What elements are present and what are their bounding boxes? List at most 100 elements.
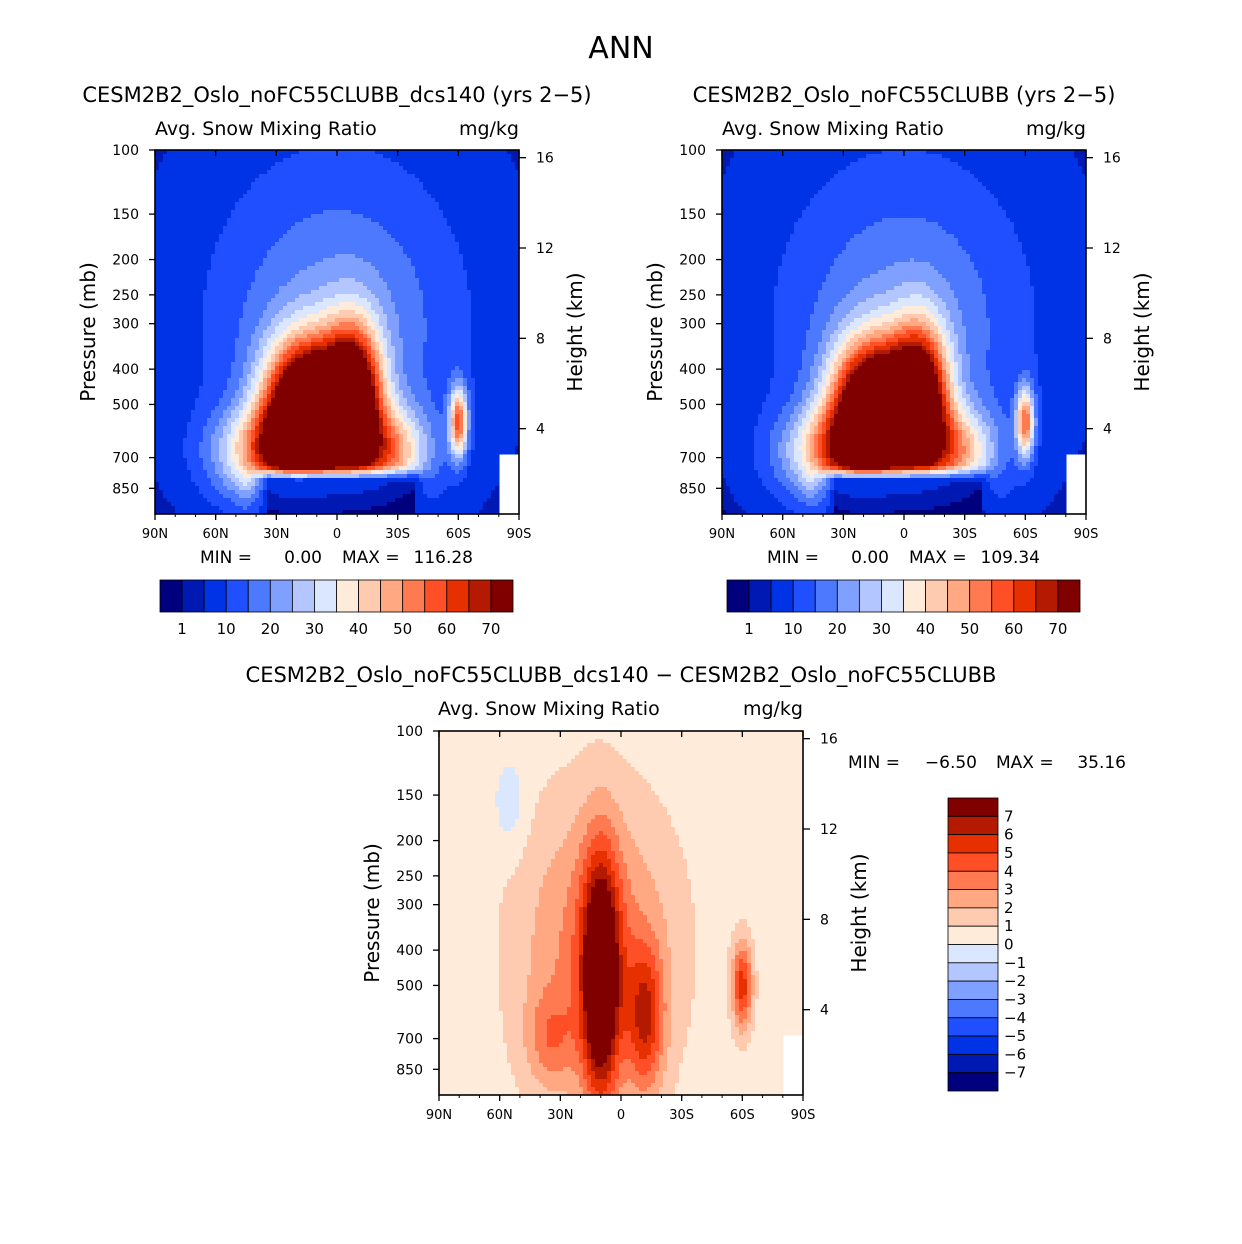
panel-a-cell	[399, 286, 404, 291]
panel-a-cell	[515, 242, 519, 247]
panel-a-cell	[507, 182, 512, 187]
panel-a-cell	[455, 338, 460, 343]
panel-a-cell	[275, 342, 280, 347]
panel-a-cell	[387, 334, 392, 339]
panel-a-cell	[343, 318, 348, 323]
panel-a-cell	[235, 298, 240, 303]
panel-a-cell	[259, 190, 264, 195]
panel-a-cell	[319, 202, 324, 207]
panel-a-cell	[379, 150, 384, 155]
panel-a-cell	[247, 330, 252, 335]
panel-a-cell	[403, 214, 408, 219]
panel-a-cell	[455, 290, 460, 295]
panel-a-cell	[351, 254, 356, 259]
panel-a-cell	[303, 178, 308, 183]
panel-a-cell	[359, 230, 364, 235]
panel-a-cell	[427, 326, 432, 331]
panel-a-cell	[223, 210, 228, 215]
panel-a-cell	[211, 230, 216, 235]
panel-a-cell	[339, 346, 344, 351]
panel-a-cell	[239, 286, 244, 291]
panel-a-cell	[451, 166, 456, 171]
panel-a-cell	[407, 218, 412, 223]
panel-a-cell	[239, 158, 244, 163]
panel-a-cell	[395, 242, 400, 247]
panel-a-cell	[391, 162, 396, 167]
panel-a-cell	[471, 182, 476, 187]
panel-a-cell	[411, 242, 416, 247]
panel-a-cell	[231, 334, 236, 339]
panel-a-cell	[271, 338, 276, 343]
panel-a-cell	[459, 358, 464, 363]
panel-a-cell	[291, 238, 296, 243]
panel-a-cell	[307, 166, 312, 171]
panel-a-cell	[287, 346, 292, 351]
panel-a-cell	[387, 158, 392, 163]
panel-a-cell	[387, 274, 392, 279]
panel-a-cell	[315, 346, 320, 351]
panel-a-cell	[315, 222, 320, 227]
panel-a-cell	[447, 170, 452, 175]
panel-a-cell	[471, 150, 476, 155]
panel-a-cell	[443, 246, 448, 251]
panel-a-cell	[159, 242, 164, 247]
panel-a-cell	[339, 290, 344, 295]
panel-a-cell	[311, 226, 316, 231]
panel-a-cell	[499, 342, 504, 347]
panel-a-cell	[267, 234, 272, 239]
panel-a-cell	[467, 182, 472, 187]
panel-a-cell	[395, 294, 400, 299]
panel-a-cell	[375, 186, 380, 191]
panel-a-cell	[191, 262, 196, 267]
panel-a-cell	[395, 342, 400, 347]
panel-a-cell	[467, 366, 472, 371]
panel-a-cell	[159, 302, 164, 307]
panel-a-cell	[295, 238, 300, 243]
panel-a-cell	[251, 266, 256, 271]
panel-a-cell	[487, 190, 492, 195]
panel-a-cell	[411, 358, 416, 363]
panel-a-cell	[299, 214, 304, 219]
panel-a-cell	[403, 346, 408, 351]
panel-a-cell	[215, 270, 220, 275]
panel-a-cell	[263, 342, 268, 347]
panel-a-cell	[491, 170, 496, 175]
panel-a-cell	[371, 170, 376, 175]
panel-a-cell	[259, 238, 264, 243]
panel-a-cell	[503, 222, 508, 227]
panel-a-cell	[239, 342, 244, 347]
panel-a-cell	[283, 194, 288, 199]
panel-a-cell	[287, 290, 292, 295]
panel-a-cell	[247, 202, 252, 207]
panel-a-cell	[267, 290, 272, 295]
panel-a-cell	[347, 186, 352, 191]
panel-a-cell	[455, 266, 460, 271]
panel-a-cell	[171, 334, 176, 339]
panel-a-cell	[383, 162, 388, 167]
panel-a-cell	[335, 366, 340, 371]
panel-a-cell	[395, 246, 400, 251]
panel-a-cell	[331, 366, 336, 371]
panel-a-cell	[175, 286, 180, 291]
panel-a-cell	[327, 198, 332, 203]
panel-a-cell	[283, 282, 288, 287]
panel-a-cell	[275, 362, 280, 367]
panel-a-cell	[367, 318, 372, 323]
panel-a-cell	[391, 170, 396, 175]
panel-a-cell	[363, 298, 368, 303]
panel-a-cell	[367, 222, 372, 227]
panel-a-cell	[471, 286, 476, 291]
panel-a-cell	[379, 198, 384, 203]
panel-a-cell	[395, 306, 400, 311]
panel-a-cell	[459, 342, 464, 347]
panel-a-cell	[463, 162, 468, 167]
panel-a-cell	[431, 214, 436, 219]
panel-a-cell	[419, 346, 424, 351]
panel-a-cell	[275, 210, 280, 215]
panel-a-cell	[183, 230, 188, 235]
panel-a-cell	[491, 186, 496, 191]
panel-a-cell	[363, 194, 368, 199]
panel-a-cell	[395, 190, 400, 195]
panel-a-cell	[327, 282, 332, 287]
panel-a-cell	[303, 318, 308, 323]
